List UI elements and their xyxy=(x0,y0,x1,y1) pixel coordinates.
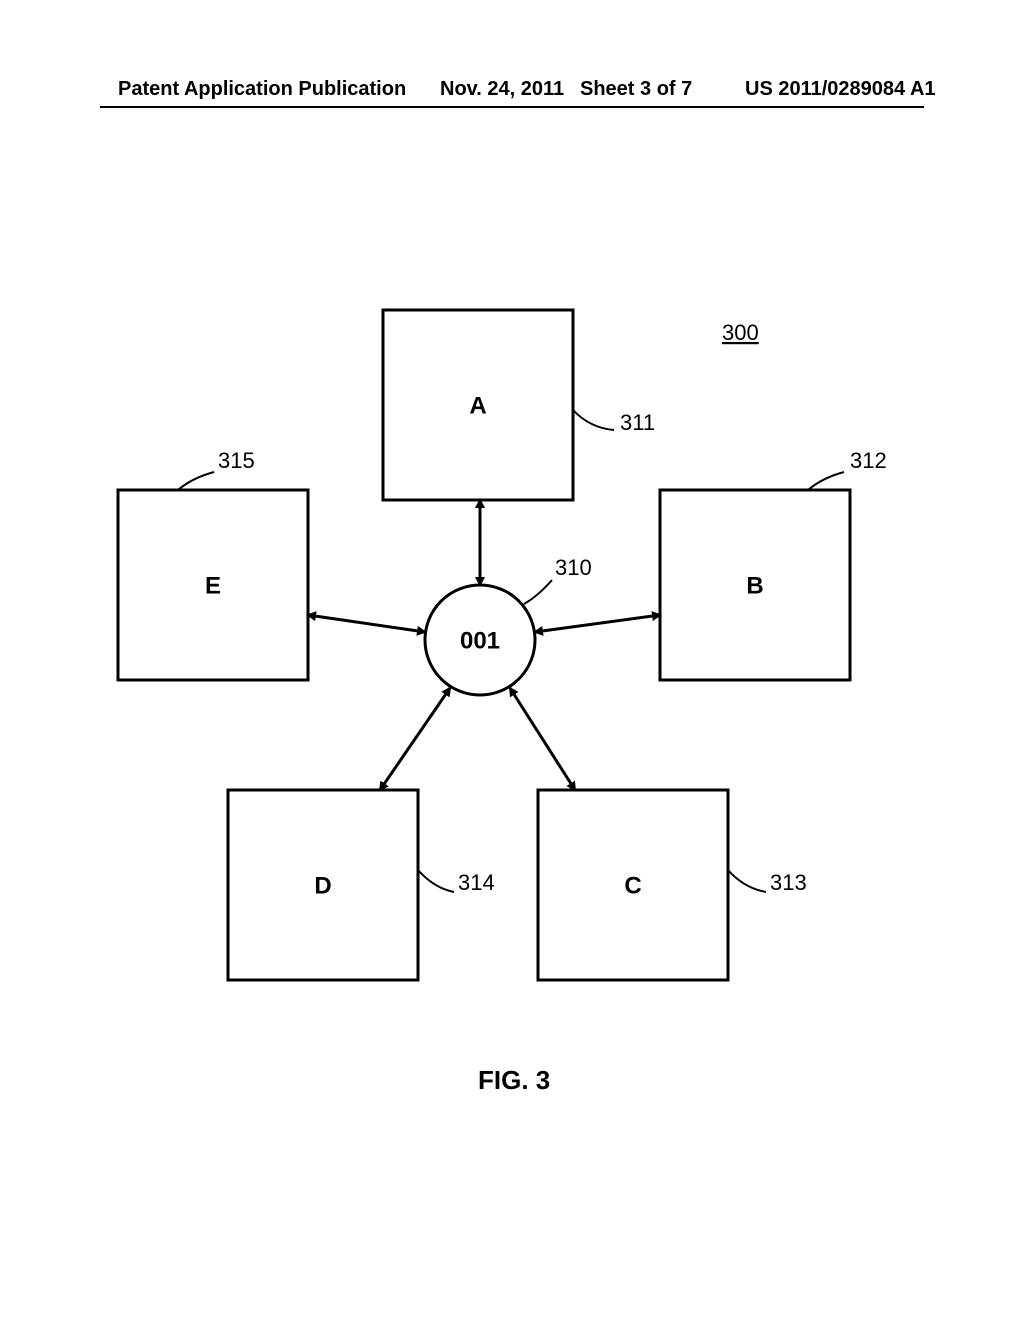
node-label-a: A xyxy=(469,392,486,419)
ref-leader-b xyxy=(808,472,844,490)
center-ref-label: 310 xyxy=(555,555,592,580)
connector-c xyxy=(510,688,575,790)
ref-leader-e xyxy=(178,472,214,490)
center-ref-leader xyxy=(524,580,552,604)
node-label-d: D xyxy=(314,872,331,899)
node-label-c: C xyxy=(624,872,641,899)
figure-diagram: 300 001 310 A 311 B 312 C 313 D 314 E 315 xyxy=(0,0,1024,1320)
center-node-label: 001 xyxy=(460,627,500,654)
figure-title: FIG. 3 xyxy=(478,1065,550,1096)
connector-d xyxy=(380,688,450,790)
system-ref-label: 300 xyxy=(722,320,759,345)
ref-label-b: 312 xyxy=(850,448,887,473)
patent-page: Patent Application Publication Nov. 24, … xyxy=(0,0,1024,1320)
ref-leader-d xyxy=(418,870,454,892)
node-label-b: B xyxy=(746,572,763,599)
connector-b xyxy=(535,615,660,632)
connector-e xyxy=(308,615,425,632)
ref-label-e: 315 xyxy=(218,448,255,473)
node-label-e: E xyxy=(205,572,221,599)
ref-label-c: 313 xyxy=(770,870,807,895)
ref-leader-a xyxy=(573,410,614,430)
ref-label-a: 311 xyxy=(620,410,655,435)
ref-leader-c xyxy=(728,870,766,892)
ref-label-d: 314 xyxy=(458,870,495,895)
